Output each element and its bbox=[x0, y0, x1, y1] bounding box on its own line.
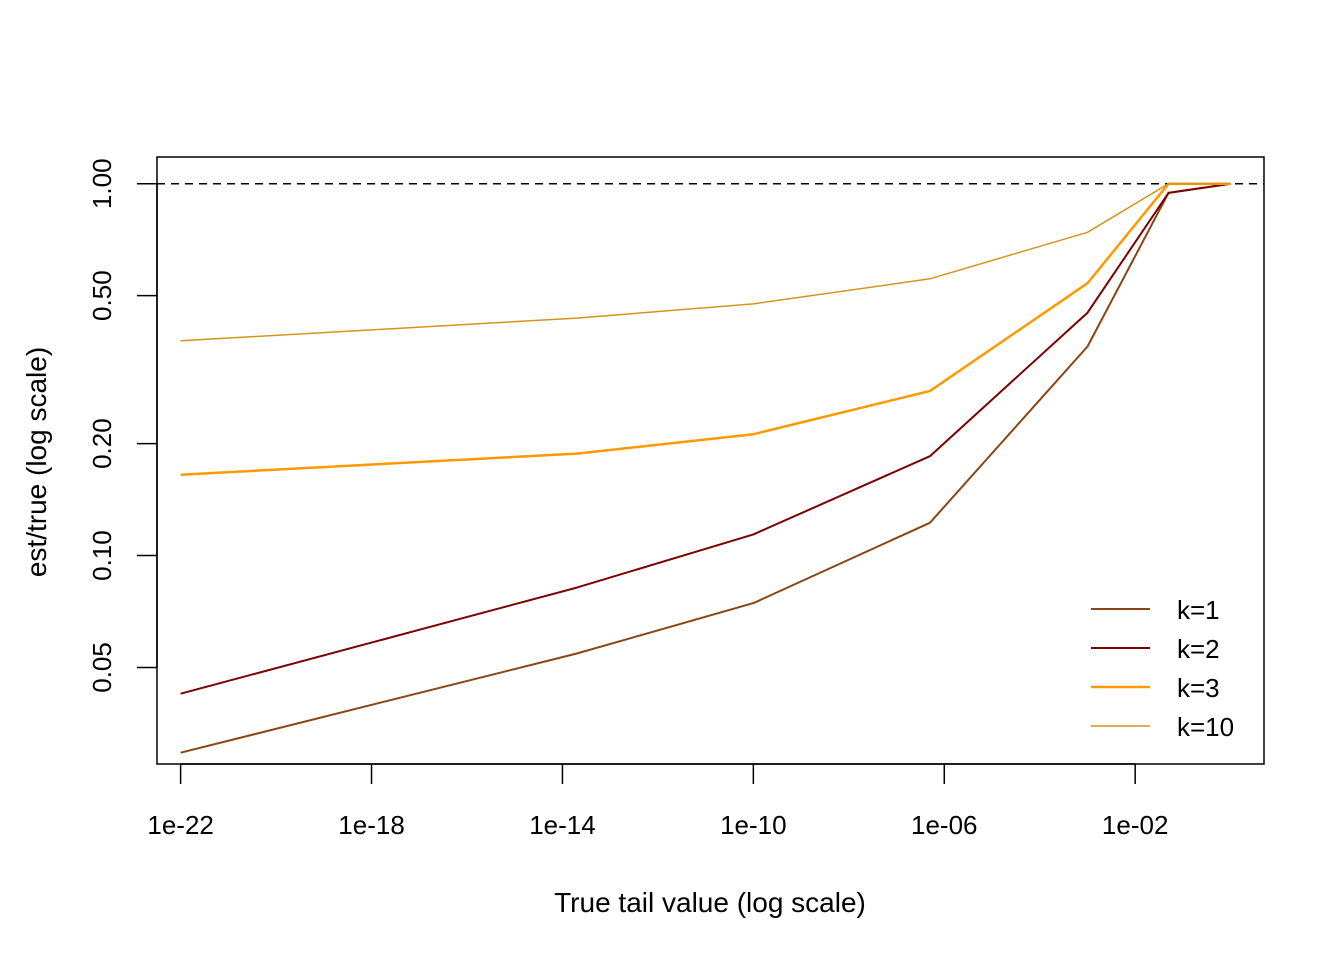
y-tick-label: 0.20 bbox=[87, 418, 117, 469]
series-layer bbox=[180, 182, 1231, 754]
legend-label: k=1 bbox=[1177, 595, 1220, 625]
legend-label: k=2 bbox=[1177, 634, 1220, 664]
series-line-k1 bbox=[180, 182, 1231, 754]
x-tick-label: 1e-14 bbox=[529, 810, 596, 840]
x-axis-label: True tail value (log scale) bbox=[554, 887, 866, 918]
y-axis-label: est/true (log scale) bbox=[21, 347, 52, 577]
x-axis: 1e-22 1e-18 1e-14 1e-10 1e-06 1e-02 bbox=[147, 763, 1169, 840]
series-line-k3 bbox=[180, 182, 1231, 476]
x-tick-label: 1e-06 bbox=[911, 810, 978, 840]
series-line-k10 bbox=[180, 182, 1231, 342]
y-tick-label: 0.50 bbox=[87, 270, 117, 321]
y-tick-label: 1.00 bbox=[87, 158, 117, 209]
x-tick-label: 1e-22 bbox=[147, 810, 214, 840]
y-tick-label: 0.05 bbox=[87, 642, 117, 693]
legend-item: k=1 bbox=[1091, 595, 1220, 625]
legend-label: k=10 bbox=[1177, 712, 1234, 742]
x-tick-label: 1e-10 bbox=[720, 810, 787, 840]
y-axis: 0.05 0.10 0.20 0.50 1.00 bbox=[87, 158, 158, 693]
legend: k=1 k=2 k=3 k=10 bbox=[1091, 595, 1234, 742]
legend-item: k=3 bbox=[1091, 673, 1220, 703]
x-tick-label: 1e-18 bbox=[338, 810, 405, 840]
plot-frame bbox=[156, 156, 1265, 765]
legend-item: k=10 bbox=[1091, 712, 1234, 742]
x-tick-label: 1e-02 bbox=[1102, 810, 1169, 840]
series-line-k2 bbox=[180, 182, 1231, 695]
legend-item: k=2 bbox=[1091, 634, 1220, 664]
y-tick-label: 0.10 bbox=[87, 530, 117, 581]
legend-label: k=3 bbox=[1177, 673, 1220, 703]
